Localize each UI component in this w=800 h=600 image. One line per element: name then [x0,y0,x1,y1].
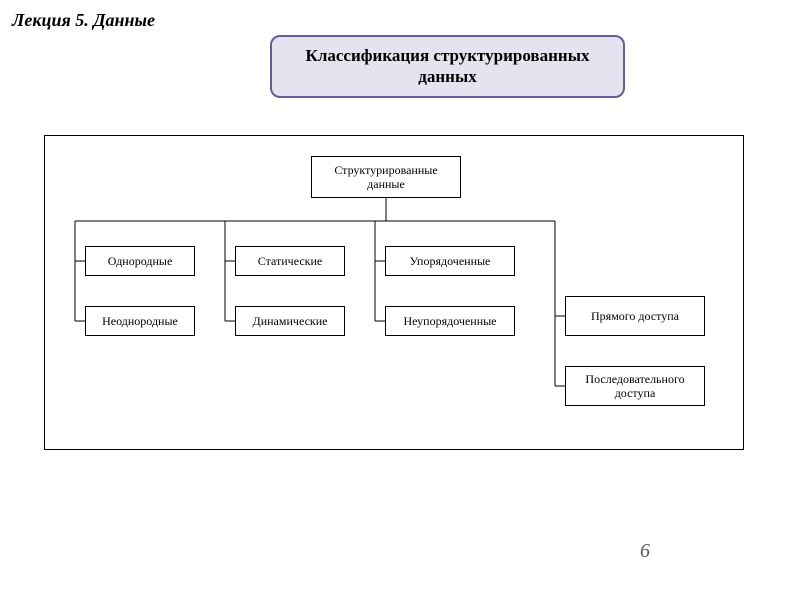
node-direct-access: Прямого доступа [565,296,705,336]
node-static: Статические [235,246,345,276]
node-homogeneous: Однородные [85,246,195,276]
page-title: Лекция 5. Данные [12,10,155,31]
node-ordered: Упорядоченные [385,246,515,276]
node-unordered: Неупорядоченные [385,306,515,336]
diagram-frame: Структурированные данные Однородные Неод… [44,135,744,450]
node-sequential-access: Последовательного доступа [565,366,705,406]
node-root: Структурированные данные [311,156,461,198]
node-heterogeneous: Неоднородные [85,306,195,336]
classification-banner: Классификация структурированных данных [270,35,625,98]
page-number: 6 [640,540,650,563]
node-dynamic: Динамические [235,306,345,336]
